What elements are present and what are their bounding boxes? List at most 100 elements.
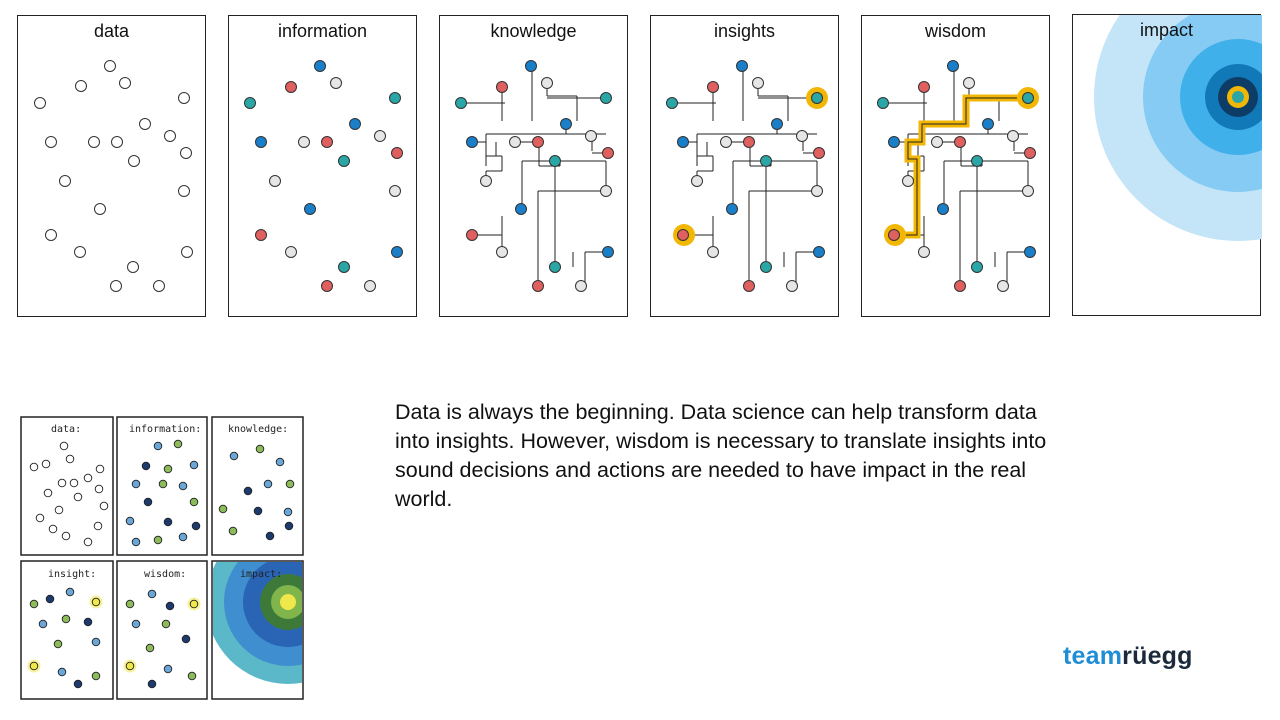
sketch-dot xyxy=(38,619,48,629)
network-node xyxy=(691,175,703,187)
logo-part-ruegg: rüegg xyxy=(1122,642,1193,670)
network-node xyxy=(466,136,478,148)
hand-drawn-sketch-thumbnail: data: information: knowledge: insight: w… xyxy=(20,416,304,700)
network-node xyxy=(982,118,994,130)
sketch-dot xyxy=(163,664,173,674)
network-node xyxy=(918,81,930,93)
teamruegg-logo: teamrüegg xyxy=(1063,642,1193,671)
info-dot xyxy=(285,81,297,93)
info-dot xyxy=(330,77,342,89)
info-dot xyxy=(321,280,333,292)
network-node xyxy=(743,280,755,292)
network-node xyxy=(560,118,572,130)
network-node xyxy=(877,97,889,109)
sketch-frame-data xyxy=(20,416,114,556)
network-node xyxy=(549,155,561,167)
info-dot xyxy=(391,246,403,258)
sketch-dot xyxy=(228,526,238,536)
sketch-dot xyxy=(153,441,163,451)
sketch-dot xyxy=(145,643,155,653)
info-dot xyxy=(255,136,267,148)
data-dots-diagram xyxy=(34,60,193,292)
sketch-dot xyxy=(91,637,101,647)
impact-target-diagram xyxy=(1094,15,1262,241)
info-dot xyxy=(338,155,350,167)
sketch-dot xyxy=(163,517,173,527)
data-dot xyxy=(178,92,190,104)
network-node xyxy=(677,136,689,148)
panel-title-impact: impact xyxy=(1139,20,1193,40)
data-dot xyxy=(34,97,46,109)
sketch-dot xyxy=(265,531,275,541)
sketch-dot xyxy=(189,599,199,609)
network-node xyxy=(971,155,983,167)
sketch-dot xyxy=(99,501,109,511)
data-dot xyxy=(94,203,106,215)
network-node xyxy=(600,185,612,197)
panel-title-data: data xyxy=(93,21,130,41)
network-node xyxy=(466,229,478,241)
data-dot xyxy=(181,246,193,258)
sketch-dot xyxy=(65,454,75,464)
network-node xyxy=(720,136,732,148)
sketch-dot xyxy=(253,506,263,516)
sketch-frame-impact xyxy=(211,560,304,700)
network-node xyxy=(496,81,508,93)
sketch-dot xyxy=(61,614,71,624)
network-node xyxy=(541,77,553,89)
info-dot xyxy=(304,203,316,215)
sketch-dot xyxy=(73,679,83,689)
network-node xyxy=(760,261,772,273)
data-dot xyxy=(104,60,116,72)
data-dot xyxy=(180,147,192,159)
network-node xyxy=(743,136,755,148)
panel-title-wisdom: wisdom xyxy=(924,21,986,41)
sketch-dot xyxy=(125,661,135,671)
sketch-frame-insight xyxy=(20,560,114,700)
network-node xyxy=(918,246,930,258)
sketch-dot xyxy=(189,460,199,470)
network-node xyxy=(813,246,825,258)
sketch-dot xyxy=(165,601,175,611)
sketch-dot xyxy=(163,464,173,474)
network-node xyxy=(902,175,914,187)
sketch-dot xyxy=(125,516,135,526)
data-dot xyxy=(164,130,176,142)
sketch-dot xyxy=(275,457,285,467)
network-node xyxy=(532,280,544,292)
sketch-dot xyxy=(95,464,105,474)
info-dot xyxy=(269,175,281,187)
sketch-dot xyxy=(61,531,71,541)
sketch-dot xyxy=(218,504,228,514)
sketch-dot xyxy=(285,479,295,489)
data-dot xyxy=(127,261,139,273)
sketch-dot xyxy=(29,462,39,472)
network-node xyxy=(600,92,612,104)
panel-title-insights: insights xyxy=(713,21,776,41)
info-dot xyxy=(314,60,326,72)
network-node xyxy=(947,60,959,72)
sketch-dot xyxy=(125,599,135,609)
sketch-dot xyxy=(173,439,183,449)
knowledge-network-diagram xyxy=(455,60,614,292)
sketch-dot xyxy=(178,532,188,542)
data-dot xyxy=(59,175,71,187)
network-node xyxy=(811,185,823,197)
network-node xyxy=(760,155,772,167)
data-dot xyxy=(153,280,165,292)
network-node xyxy=(971,261,983,273)
info-dot xyxy=(298,136,310,148)
data-dot xyxy=(110,280,122,292)
sketch-dot xyxy=(69,478,79,488)
network-node xyxy=(811,92,823,104)
network-node xyxy=(997,280,1009,292)
sketch-dot xyxy=(187,671,197,681)
network-node xyxy=(677,229,689,241)
sketch-dot xyxy=(263,479,273,489)
data-dot xyxy=(45,136,57,148)
data-dot xyxy=(45,229,57,241)
sketch-label-information: information: xyxy=(129,424,201,435)
sketch-dot xyxy=(35,513,45,523)
sketch-dot xyxy=(143,497,153,507)
sketch-dot xyxy=(131,479,141,489)
